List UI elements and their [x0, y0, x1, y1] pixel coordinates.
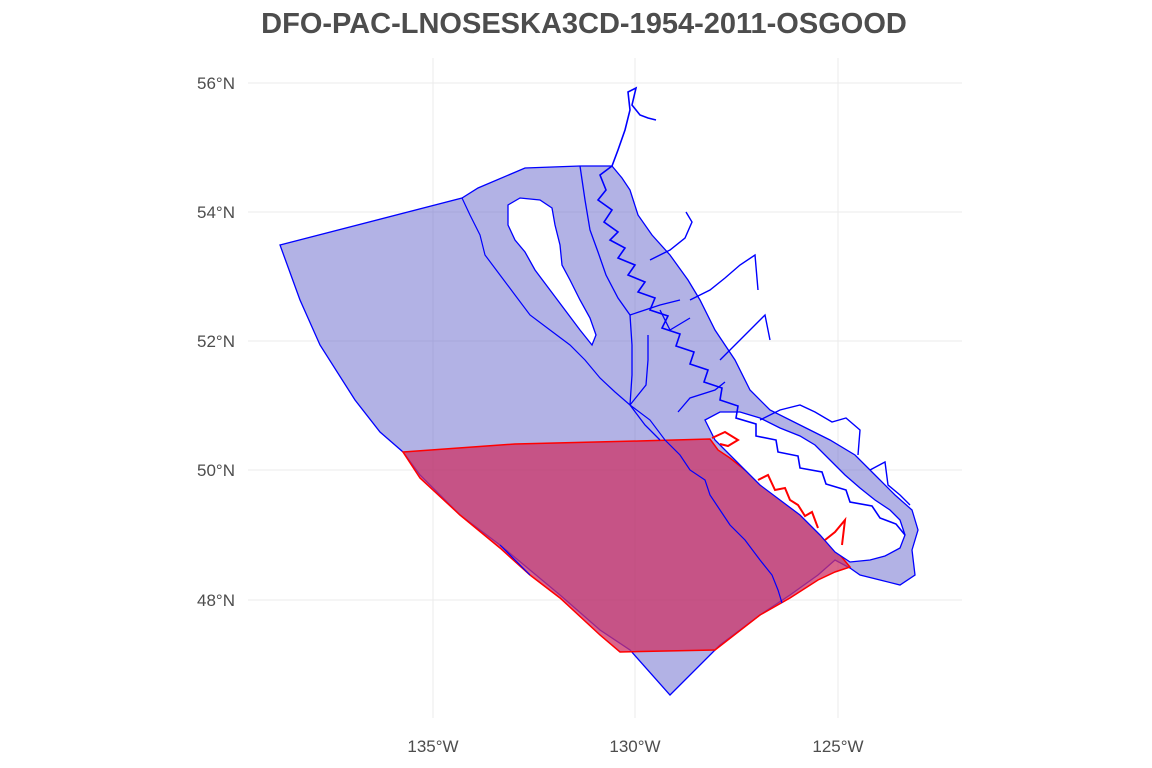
inlet-1 — [649, 211, 693, 261]
lon-tick-labels: 135°W 130°W 125°W — [407, 737, 863, 756]
inlet-4 — [759, 404, 861, 456]
slope-line-south — [499, 544, 531, 576]
lon-tick-135: 135°W — [407, 737, 458, 756]
mainland-coast — [596, 165, 906, 536]
lat-tick-48: 48°N — [197, 591, 235, 610]
inlet-2 — [689, 253, 759, 301]
offshore-contour — [461, 197, 783, 604]
red-inlet-1 — [711, 430, 740, 448]
lon-tick-130: 130°W — [609, 737, 660, 756]
red-inlet-2 — [757, 473, 819, 529]
red-inlet-3 — [824, 516, 847, 546]
lat-tick-labels: 56°N 54°N 52°N 50°N 48°N — [197, 74, 235, 610]
lat-tick-54: 54°N — [197, 203, 235, 222]
inlet-5 — [869, 460, 911, 506]
lon-tick-125: 125°W — [812, 737, 863, 756]
area-boundaries — [579, 165, 726, 441]
map-title: DFO-PAC-LNOSESKA3CD-1954-2011-OSGOOD — [261, 8, 907, 40]
inlet-3 — [719, 313, 771, 361]
northern-inlet — [611, 86, 657, 167]
lat-tick-50: 50°N — [197, 461, 235, 480]
haida-gwaii-island — [507, 197, 597, 347]
selected-stock-polygon — [401, 438, 852, 653]
lat-tick-56: 56°N — [197, 74, 235, 93]
lat-tick-52: 52°N — [197, 332, 235, 351]
